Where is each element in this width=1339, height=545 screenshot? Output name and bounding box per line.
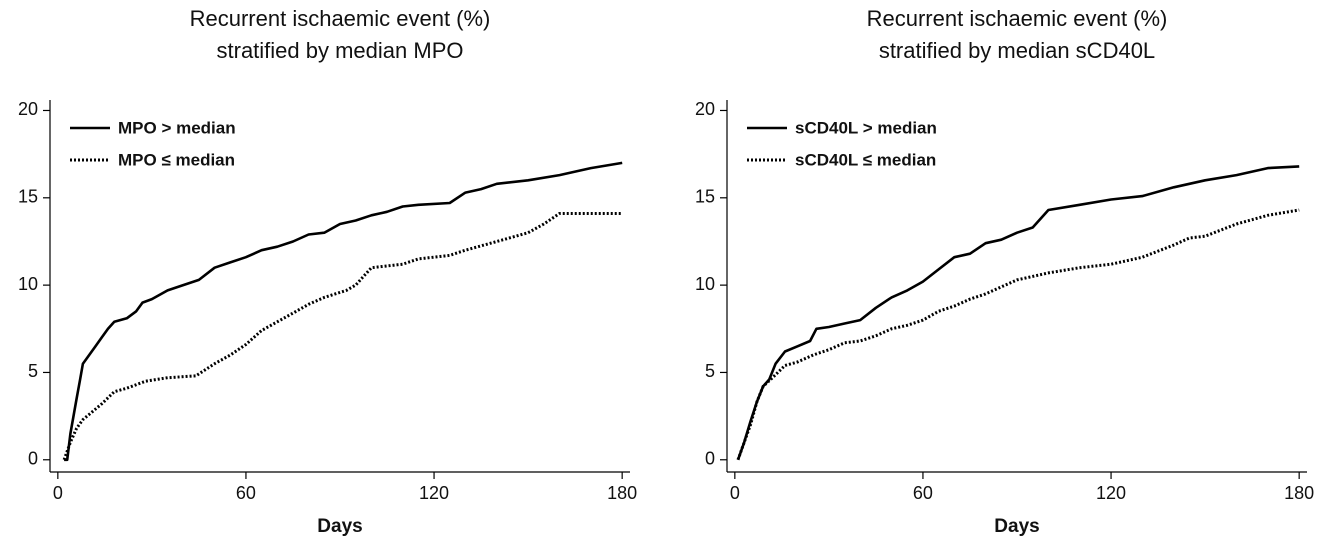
y-tick-label: 0 — [28, 449, 38, 469]
legend-label: MPO ≤ median — [118, 150, 235, 169]
x-tick-label: 120 — [1096, 483, 1126, 503]
chart-subtitle: stratified by median sCD40L — [879, 38, 1155, 63]
series-line — [64, 161, 623, 462]
y-tick-label: 20 — [695, 99, 715, 119]
x-tick-label: 180 — [1284, 483, 1314, 503]
y-tick-label: 10 — [18, 274, 38, 294]
y-tick-label: 15 — [695, 187, 715, 207]
y-tick-label: 10 — [695, 274, 715, 294]
series-line — [62, 212, 623, 461]
chart-title: Recurrent ischaemic event (%) — [867, 6, 1168, 31]
x-axis-label: Days — [994, 516, 1039, 537]
y-tick-label: 0 — [705, 449, 715, 469]
series-line — [736, 208, 1300, 461]
chart-title: Recurrent ischaemic event (%) — [190, 6, 491, 31]
x-tick-label: 60 — [913, 483, 933, 503]
legend-label: sCD40L ≤ median — [795, 150, 936, 169]
legend-label: sCD40L > median — [795, 118, 937, 137]
series-line — [736, 165, 1300, 461]
x-tick-label: 0 — [730, 483, 740, 503]
y-tick-label: 5 — [28, 361, 38, 381]
x-tick-label: 0 — [53, 483, 63, 503]
x-tick-label: 120 — [419, 483, 449, 503]
y-tick-label: 15 — [18, 187, 38, 207]
y-tick-label: 20 — [18, 99, 38, 119]
x-axis-label: Days — [317, 516, 362, 537]
x-tick-label: 180 — [607, 483, 637, 503]
legend-label: MPO > median — [118, 118, 236, 137]
x-tick-label: 60 — [236, 483, 256, 503]
chart-subtitle: stratified by median MPO — [217, 38, 464, 63]
y-tick-label: 5 — [705, 361, 715, 381]
